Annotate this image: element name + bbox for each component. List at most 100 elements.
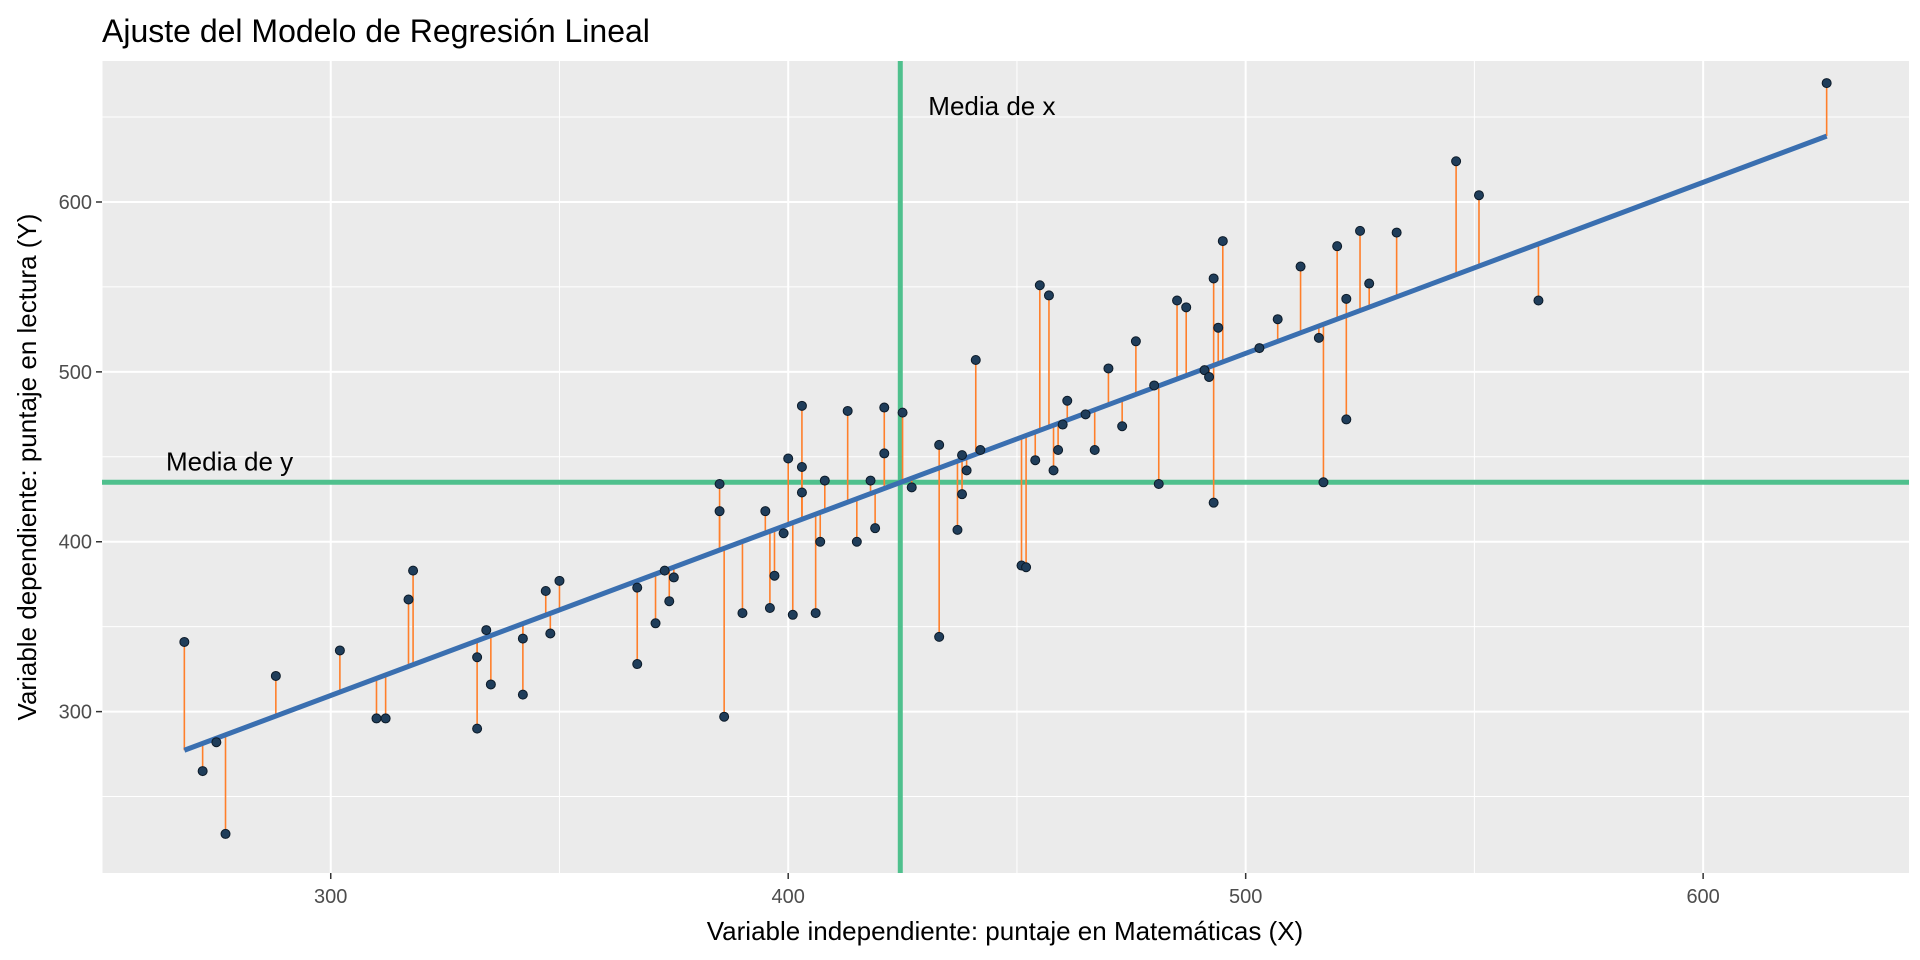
- data-points: [179, 78, 1832, 839]
- data-point: [778, 528, 789, 539]
- data-point: [197, 766, 208, 777]
- data-point: [1355, 225, 1366, 236]
- data-point: [1149, 380, 1160, 391]
- data-point: [796, 487, 807, 498]
- data-point: [719, 711, 730, 722]
- mean-lines: [102, 61, 1909, 873]
- data-point: [211, 737, 222, 748]
- y-tick-label: 500: [59, 362, 92, 384]
- data-point: [957, 489, 968, 500]
- data-point: [1103, 363, 1114, 374]
- data-point: [760, 506, 771, 517]
- data-point: [737, 608, 748, 619]
- data-point: [668, 572, 679, 583]
- data-point: [961, 465, 972, 476]
- data-point: [1341, 293, 1352, 304]
- data-point: [1062, 395, 1073, 406]
- data-point: [1053, 445, 1064, 456]
- data-point: [1034, 280, 1045, 291]
- x-axis-title: Variable independiente: puntaje en Matem…: [707, 916, 1303, 946]
- plot-panel: [102, 61, 1909, 873]
- data-point: [764, 602, 775, 613]
- mean-x-label: Media de x: [928, 91, 1055, 121]
- data-point: [1318, 477, 1329, 488]
- data-point: [957, 450, 968, 461]
- data-point: [1391, 227, 1402, 238]
- data-point: [1332, 241, 1343, 252]
- data-point: [815, 536, 826, 547]
- data-point: [1130, 336, 1141, 347]
- data-point: [545, 628, 556, 639]
- data-point: [179, 636, 190, 647]
- x-axis-ticks: 300 400 500 600: [314, 873, 1720, 908]
- data-point: [1533, 295, 1544, 306]
- data-point: [540, 586, 551, 597]
- data-point: [1030, 455, 1041, 466]
- data-point: [1364, 278, 1375, 289]
- data-point: [975, 445, 986, 456]
- data-point: [851, 536, 862, 547]
- grid-lines: [101, 61, 1909, 873]
- data-point: [1057, 419, 1068, 430]
- data-point: [334, 645, 345, 656]
- data-point: [1295, 261, 1306, 272]
- x-tick-label: 600: [1686, 886, 1719, 908]
- data-point: [1451, 156, 1462, 167]
- data-point: [472, 723, 483, 734]
- data-point: [664, 596, 675, 607]
- data-point: [517, 633, 528, 644]
- data-point: [865, 475, 876, 486]
- data-point: [554, 575, 565, 586]
- data-point: [1217, 236, 1228, 247]
- data-point: [1272, 314, 1283, 325]
- data-point: [1199, 365, 1210, 376]
- data-point: [1048, 465, 1059, 476]
- x-tick-label: 300: [314, 886, 347, 908]
- data-point: [650, 618, 661, 629]
- data-point: [796, 462, 807, 472]
- residual-segments: [183, 83, 1828, 834]
- data-point: [714, 506, 725, 517]
- y-axis-title: Variable dependiente: puntaje en lectura…: [12, 214, 42, 721]
- data-point: [810, 608, 821, 619]
- x-tick-label: 400: [772, 886, 805, 908]
- data-point: [1213, 322, 1224, 333]
- data-point: [408, 565, 419, 576]
- data-point: [371, 713, 382, 724]
- data-point: [783, 453, 794, 464]
- y-tick-label: 400: [59, 532, 92, 554]
- data-point: [1341, 414, 1352, 425]
- data-point: [659, 565, 670, 576]
- data-point: [1080, 409, 1091, 420]
- regression-line: [183, 133, 1828, 753]
- data-point: [1043, 290, 1054, 301]
- data-point: [1821, 78, 1832, 89]
- data-point: [481, 625, 492, 636]
- data-point: [906, 482, 917, 493]
- chart-title: Ajuste del Modelo de Regresión Lineal: [102, 13, 650, 49]
- data-point: [485, 679, 496, 690]
- data-point: [934, 631, 945, 642]
- data-point: [870, 523, 881, 534]
- data-point: [1313, 332, 1324, 343]
- data-point: [270, 670, 281, 681]
- data-point: [1089, 445, 1100, 456]
- data-point: [403, 594, 414, 605]
- data-point: [1117, 421, 1128, 432]
- data-point: [1153, 478, 1164, 489]
- data-point: [632, 582, 643, 593]
- data-point: [952, 524, 963, 535]
- mean-y-label: Media de y: [166, 446, 293, 476]
- data-point: [1208, 497, 1219, 508]
- data-point: [1208, 273, 1219, 284]
- data-point: [879, 448, 890, 459]
- data-point: [1473, 190, 1484, 201]
- data-point: [1204, 371, 1215, 382]
- y-axis-ticks: 300 400 500 600: [59, 192, 102, 724]
- data-point: [879, 402, 890, 413]
- data-point: [472, 652, 483, 663]
- data-point: [380, 713, 391, 724]
- data-point: [787, 609, 798, 620]
- data-point: [970, 354, 981, 365]
